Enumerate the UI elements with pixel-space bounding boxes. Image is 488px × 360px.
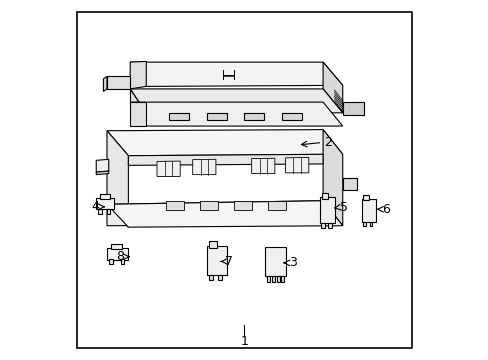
Polygon shape — [107, 201, 342, 227]
Polygon shape — [107, 131, 128, 227]
Bar — [321, 193, 327, 199]
Bar — [107, 208, 110, 213]
Polygon shape — [107, 130, 342, 156]
Polygon shape — [267, 201, 285, 210]
Bar — [264, 247, 285, 276]
Polygon shape — [128, 154, 323, 165]
Polygon shape — [169, 113, 189, 120]
Polygon shape — [192, 159, 216, 175]
Polygon shape — [96, 171, 108, 175]
Text: 6: 6 — [381, 203, 389, 216]
Polygon shape — [107, 201, 323, 226]
Polygon shape — [165, 201, 183, 210]
Polygon shape — [157, 161, 180, 176]
Text: 4: 4 — [91, 200, 99, 213]
Polygon shape — [130, 89, 146, 113]
Polygon shape — [130, 89, 342, 113]
Text: 7: 7 — [225, 255, 233, 268]
Bar — [276, 276, 279, 282]
Text: 8: 8 — [116, 250, 124, 263]
Bar — [281, 276, 284, 282]
Bar — [363, 222, 366, 226]
Bar — [369, 222, 372, 226]
Bar — [209, 241, 217, 248]
Polygon shape — [206, 113, 226, 120]
Bar — [100, 194, 110, 199]
Text: 3: 3 — [288, 256, 296, 269]
Polygon shape — [251, 158, 274, 174]
Polygon shape — [200, 201, 217, 210]
Text: 2: 2 — [324, 136, 332, 149]
Bar — [96, 198, 114, 209]
Bar — [209, 275, 213, 280]
Bar — [217, 275, 221, 280]
Polygon shape — [282, 113, 301, 120]
Polygon shape — [323, 130, 342, 226]
Polygon shape — [103, 76, 107, 91]
Bar — [109, 259, 112, 264]
Bar — [110, 244, 122, 249]
Bar — [107, 248, 128, 260]
Polygon shape — [244, 113, 264, 120]
Text: 5: 5 — [339, 201, 347, 214]
Polygon shape — [233, 201, 251, 210]
Bar — [271, 276, 274, 282]
Bar — [121, 259, 124, 264]
Polygon shape — [342, 102, 364, 115]
Polygon shape — [130, 62, 146, 89]
Polygon shape — [96, 159, 108, 172]
Bar — [98, 208, 102, 213]
Polygon shape — [285, 157, 308, 173]
Bar — [206, 246, 226, 275]
Bar — [319, 197, 335, 223]
Bar — [328, 222, 331, 228]
Bar — [267, 276, 270, 282]
Bar — [321, 222, 324, 228]
Polygon shape — [323, 62, 342, 113]
Polygon shape — [130, 102, 146, 126]
Polygon shape — [342, 178, 356, 190]
Bar — [361, 199, 375, 222]
Polygon shape — [130, 62, 342, 86]
Text: 1: 1 — [240, 335, 248, 348]
Polygon shape — [107, 76, 130, 89]
Polygon shape — [130, 102, 342, 126]
Bar — [363, 195, 368, 200]
